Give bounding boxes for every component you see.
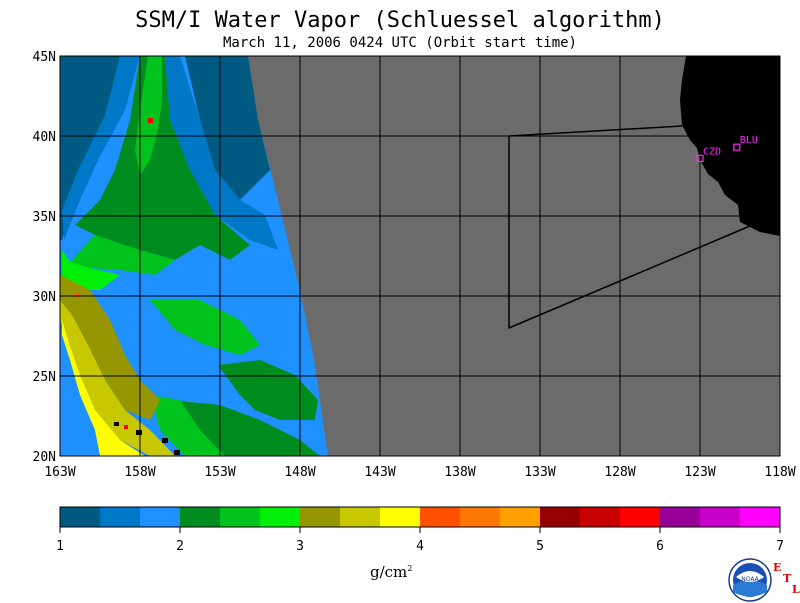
colorbar-swatch [140, 507, 181, 527]
noaa-logo: NOAA [728, 558, 772, 602]
land-california [680, 56, 780, 236]
lon-tick-label: 143W [364, 465, 395, 480]
lon-tick-label: 153W [204, 465, 235, 480]
speck-4 [136, 430, 142, 435]
lon-tick-label: 133W [524, 465, 555, 480]
speck-6 [174, 450, 180, 455]
etl-letter-t: T [783, 572, 792, 585]
colorbar-swatch [420, 507, 461, 527]
chart-title: SSM/I Water Vapor (Schluessel algorithm) [135, 8, 665, 33]
lon-tick-label: 138W [444, 465, 475, 480]
chart-subtitle: March 11, 2006 0424 UTC (Orbit start tim… [222, 35, 577, 51]
colorbar-tick-label: 2 [176, 539, 184, 554]
speck-5 [162, 438, 168, 443]
swath-band-olive [60, 275, 160, 420]
colorbar-swatch [620, 507, 661, 527]
colorbar-tick-label: 5 [536, 539, 544, 554]
lon-tick-label: 128W [604, 465, 635, 480]
swath-band-yellow [62, 320, 145, 456]
lat-tick-label: 45N [33, 50, 56, 65]
colorbar-tick-label: 6 [656, 539, 664, 554]
swath-band-green-se [218, 360, 318, 420]
colorbar-swatch [340, 507, 381, 527]
speck-2 [76, 293, 80, 297]
colorbar-tick-label: 7 [776, 539, 784, 554]
colorbar-swatch [220, 507, 261, 527]
colorbar-tick-label: 4 [416, 539, 424, 554]
colorbar-swatch [580, 507, 621, 527]
lat-tick-label: 35N [33, 210, 56, 225]
vapor-swath [60, 56, 328, 456]
swath-band-lightgreen-south [150, 395, 225, 456]
speck-1 [148, 118, 153, 123]
colorbar-swatch [700, 507, 741, 527]
lat-tick-label: 40N [33, 130, 56, 145]
colorbar [59, 506, 781, 528]
swath-band-lightgreen-2 [70, 235, 175, 275]
swath-band-darkblue-east [185, 56, 270, 200]
swath-band-midblue-1 [62, 56, 140, 240]
flight-track-2 [508, 136, 751, 330]
swath-band-midblue-2 [165, 56, 278, 250]
colorbar-swatch [500, 507, 541, 527]
speck-3 [114, 422, 119, 426]
lat-tick-label: 25N [33, 370, 56, 385]
colorbar-swatch [180, 507, 221, 527]
colorbar-swatch [260, 507, 301, 527]
speck-7 [124, 425, 128, 429]
lon-tick-label: 158W [124, 465, 155, 480]
etl-letter-l: L [792, 583, 800, 596]
station-label: BLU [740, 135, 758, 146]
colorbar-tick-label: 3 [296, 539, 304, 554]
colorbar-unit: g/cm2 [370, 563, 413, 581]
lon-tick-label: 148W [284, 465, 315, 480]
colorbar-swatch [460, 507, 501, 527]
etl-letter-e: E [773, 561, 782, 574]
colorbar-swatch [660, 507, 701, 527]
lon-tick-label: 123W [684, 465, 715, 480]
lat-tick-label: 20N [33, 450, 56, 465]
station-marker [733, 143, 741, 151]
colorbar-swatch [100, 507, 141, 527]
flight-track [508, 125, 683, 137]
svg-text:NOAA: NOAA [741, 576, 759, 583]
colorbar-swatch [300, 507, 341, 527]
colorbar-swatch [540, 507, 581, 527]
colorbar-swatch [380, 507, 421, 527]
swath-band-green-main [75, 56, 250, 260]
colorbar-swatch [60, 507, 101, 527]
station-marker [696, 154, 704, 162]
lon-tick-label: 163W [44, 465, 75, 480]
map-frame [59, 55, 781, 457]
swath-band-green-mid [150, 300, 260, 355]
colorbar-tick-label: 1 [56, 539, 64, 554]
swath-band-lightgreen-1 [135, 56, 162, 175]
lat-tick-label: 30N [33, 290, 56, 305]
station-label: CZD [703, 146, 721, 157]
colorbar-swatch [740, 507, 781, 527]
lon-tick-label: 118W [764, 465, 795, 480]
swath-band-brightgreen [62, 250, 120, 290]
map-area: CZD BLU [59, 55, 781, 457]
